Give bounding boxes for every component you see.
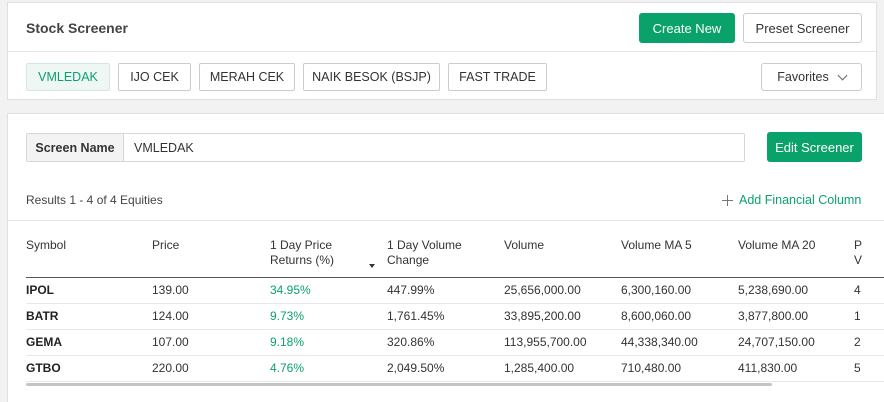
horizontal-scrollbar[interactable]: [26, 383, 772, 386]
tab-ijo-cek[interactable]: IJO CEK: [118, 63, 191, 91]
table-row[interactable]: IPOL 139.00 34.95% 447.99% 25,656,000.00…: [26, 277, 884, 304]
tab-vmledak[interactable]: VMLEDAK: [26, 63, 110, 91]
cell-partial: 4: [854, 277, 884, 304]
screen-name-input[interactable]: [124, 134, 744, 161]
col-header-partial-label: P V: [854, 238, 862, 267]
cell-symbol[interactable]: BATR: [26, 303, 152, 330]
plus-icon: [722, 194, 733, 206]
results-summary: Results 1 - 4 of 4 Equities: [26, 193, 163, 207]
col-header-price[interactable]: Price: [152, 238, 270, 278]
cell-price: 220.00: [152, 355, 270, 382]
preset-screener-button[interactable]: Preset Screener: [743, 13, 862, 43]
cell-partial: 2: [854, 329, 884, 356]
cell-volume: 33,895,200.00: [504, 303, 621, 330]
cell-price-returns: 4.76%: [270, 355, 387, 382]
col-header-symbol[interactable]: Symbol: [26, 238, 152, 278]
cell-volume: 113,955,700.00: [504, 329, 621, 356]
screen-name-field: Screen Name: [26, 133, 745, 162]
chevron-down-icon: [837, 70, 848, 80]
cell-volume: 1,285,400.00: [504, 355, 621, 382]
cell-volume-ma20: 5,238,690.00: [738, 277, 854, 304]
table-row[interactable]: BATR 124.00 9.73% 1,761.45% 33,895,200.0…: [26, 303, 884, 330]
cell-symbol[interactable]: IPOL: [26, 277, 152, 304]
cell-volume-ma5: 8,600,060.00: [621, 303, 738, 330]
cell-price-returns: 9.73%: [270, 303, 387, 330]
results-table: Symbol Price 1 Day Price Returns (%) 1 D…: [26, 238, 884, 382]
table-row[interactable]: GTBO 220.00 4.76% 2,049.50% 1,285,400.00…: [26, 355, 884, 382]
add-financial-column-label: Add Financial Column: [739, 193, 862, 207]
col-header-volume[interactable]: Volume: [504, 238, 621, 278]
col-header-partial[interactable]: P V: [854, 238, 884, 278]
favorites-dropdown[interactable]: Favorites: [761, 63, 862, 91]
cell-price-returns: 9.18%: [270, 329, 387, 356]
col-header-volume-ma5[interactable]: Volume MA 5: [621, 238, 738, 278]
cell-price: 139.00: [152, 277, 270, 304]
cell-price-returns: 34.95%: [270, 277, 387, 304]
col-header-1d-price-returns[interactable]: 1 Day Price Returns (%): [270, 238, 387, 278]
create-new-button[interactable]: Create New: [639, 13, 735, 43]
header-divider: [8, 51, 876, 52]
cell-volume-ma5: 44,338,340.00: [621, 329, 738, 356]
edit-screener-button[interactable]: Edit Screener: [767, 132, 862, 162]
col-header-1d-volume-change[interactable]: 1 Day Volume Change: [387, 238, 504, 278]
cell-volume-change: 320.86%: [387, 329, 504, 356]
cell-volume-ma20: 24,707,150.00: [738, 329, 854, 356]
cell-volume: 25,656,000.00: [504, 277, 621, 304]
top-panel: Stock Screener Create New Preset Screene…: [7, 2, 877, 100]
cell-partial: 1: [854, 303, 884, 330]
col-header-volume-ma20[interactable]: Volume MA 20: [738, 238, 854, 278]
cell-volume-ma20: 411,830.00: [738, 355, 854, 382]
tab-merah-cek[interactable]: MERAH CEK: [199, 63, 295, 91]
table-row[interactable]: GEMA 107.00 9.18% 320.86% 113,955,700.00…: [26, 329, 884, 356]
cell-symbol[interactable]: GEMA: [26, 329, 152, 356]
cell-price: 124.00: [152, 303, 270, 330]
results-divider: [8, 220, 884, 221]
screener-panel: Screen Name Edit Screener Results 1 - 4 …: [7, 113, 884, 402]
col-header-1d-volume-change-label: 1 Day Volume Change: [387, 238, 462, 267]
cell-volume-ma20: 3,877,800.00: [738, 303, 854, 330]
screen-name-label: Screen Name: [27, 134, 124, 161]
col-header-1d-price-returns-label: 1 Day Price Returns (%): [270, 238, 335, 267]
cell-volume-change: 447.99%: [387, 277, 504, 304]
cell-volume-change: 2,049.50%: [387, 355, 504, 382]
page-title: Stock Screener: [26, 20, 128, 36]
table-header-row: Symbol Price 1 Day Price Returns (%) 1 D…: [26, 238, 884, 278]
add-financial-column-link[interactable]: Add Financial Column: [722, 193, 861, 207]
cell-symbol[interactable]: GTBO: [26, 355, 152, 382]
cell-partial: 5: [854, 355, 884, 382]
favorites-label: Favorites: [777, 70, 829, 84]
tab-naik-besok[interactable]: NAIK BESOK (BSJP): [303, 63, 440, 91]
tab-fast-trade[interactable]: FAST TRADE: [448, 63, 547, 91]
sort-desc-icon: [369, 264, 375, 268]
cell-volume-change: 1,761.45%: [387, 303, 504, 330]
cell-price: 107.00: [152, 329, 270, 356]
cell-volume-ma5: 710,480.00: [621, 355, 738, 382]
cell-volume-ma5: 6,300,160.00: [621, 277, 738, 304]
